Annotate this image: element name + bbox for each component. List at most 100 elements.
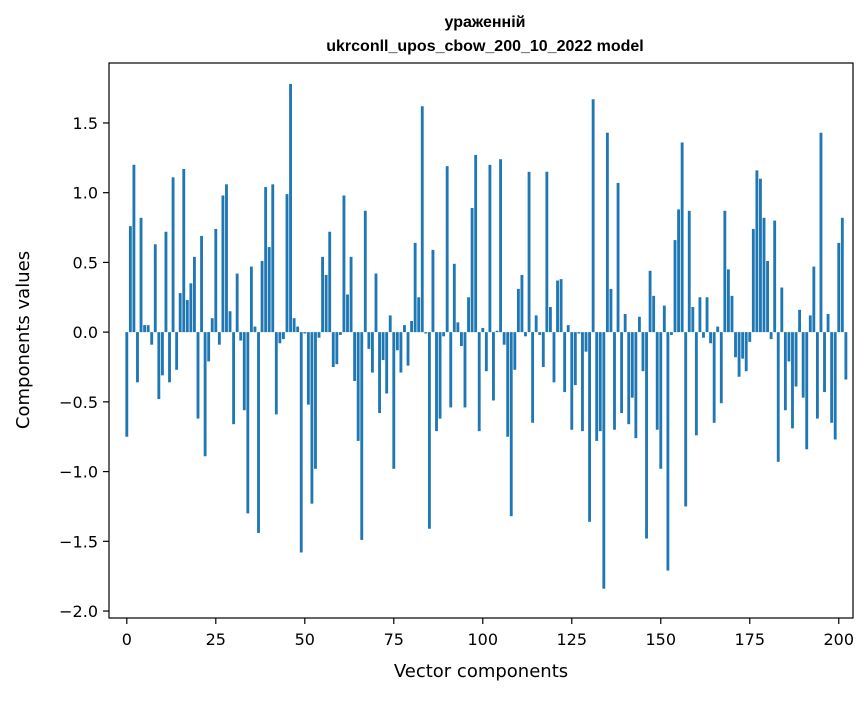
bar — [488, 164, 492, 333]
bar — [367, 332, 371, 349]
y-tick-label: 1.5 — [73, 114, 98, 133]
x-tick-label: 150 — [645, 630, 676, 649]
y-tick-label: 1.0 — [73, 184, 98, 203]
bar — [641, 332, 645, 372]
bar — [680, 142, 684, 333]
bar — [182, 168, 186, 333]
bar — [705, 297, 709, 333]
bar — [282, 332, 285, 340]
bar — [844, 332, 848, 380]
bar — [773, 220, 777, 333]
bar — [506, 332, 510, 437]
bar — [346, 294, 349, 333]
bar — [837, 242, 841, 333]
bar — [563, 332, 567, 393]
bar — [374, 273, 378, 333]
bar — [677, 209, 680, 333]
bar — [566, 325, 570, 333]
bar — [460, 332, 463, 347]
bar — [264, 187, 268, 333]
x-axis-ticks: 0 25 50 75 100 125 150 175 200 — [122, 618, 854, 649]
bar — [356, 332, 360, 441]
bar — [424, 332, 428, 334]
bar — [630, 332, 634, 398]
bar — [712, 332, 716, 423]
bar — [548, 307, 552, 333]
bar — [260, 261, 264, 333]
bar — [531, 332, 535, 423]
bar — [495, 330, 499, 333]
bar — [257, 332, 260, 533]
bar — [570, 332, 574, 430]
bar — [360, 332, 364, 540]
bar — [160, 332, 164, 376]
bar — [709, 332, 713, 344]
bar — [748, 332, 752, 342]
bar — [303, 332, 307, 334]
bar — [210, 318, 214, 333]
bar — [225, 184, 228, 333]
bar — [830, 332, 834, 423]
plot-frame — [108, 62, 854, 619]
bar — [577, 332, 581, 334]
bar — [338, 332, 342, 335]
bar — [776, 332, 780, 462]
bar — [719, 332, 723, 404]
bar — [684, 332, 688, 507]
bar — [492, 332, 495, 401]
bar — [410, 320, 414, 333]
bar — [734, 332, 737, 358]
bar — [381, 332, 385, 361]
bar — [520, 274, 524, 333]
x-axis-label: Vector components — [394, 661, 568, 682]
bar — [335, 332, 339, 365]
bar — [602, 332, 606, 589]
bar — [217, 332, 221, 345]
bar — [196, 332, 200, 419]
bar — [249, 266, 253, 333]
bar — [324, 274, 328, 333]
bar — [371, 332, 374, 373]
bar — [534, 315, 538, 333]
bar — [595, 332, 599, 441]
bar — [413, 242, 417, 333]
bar — [139, 217, 143, 333]
bar — [296, 326, 300, 333]
chart-subtitle: ukrconll_upos_cbow_200_10_2022 model — [326, 38, 643, 55]
bar — [652, 295, 656, 333]
bar — [452, 263, 456, 333]
bar — [694, 332, 698, 436]
bar — [474, 155, 478, 333]
bar — [723, 210, 727, 333]
bar — [406, 332, 410, 366]
bar — [499, 159, 503, 333]
bar — [242, 332, 246, 411]
bar — [392, 332, 396, 469]
bar — [221, 195, 225, 333]
bar — [833, 332, 837, 440]
bar — [467, 297, 470, 333]
bar — [744, 332, 748, 372]
bar — [716, 326, 720, 333]
bar — [627, 332, 631, 425]
y-tick-label: −0.5 — [59, 393, 98, 412]
x-tick-label: 25 — [206, 630, 226, 649]
bar — [267, 247, 271, 333]
bar — [385, 332, 389, 394]
bar — [737, 332, 741, 377]
bar — [164, 231, 168, 333]
bar — [321, 256, 325, 333]
bar — [605, 132, 609, 333]
bar — [584, 332, 588, 352]
bar — [826, 314, 830, 333]
bar — [808, 315, 812, 333]
bar — [588, 332, 591, 522]
bar — [306, 332, 310, 405]
bar — [538, 332, 542, 335]
bar — [648, 270, 652, 333]
bar — [289, 83, 292, 333]
bar — [787, 332, 791, 362]
bar — [136, 332, 139, 383]
bar — [228, 311, 232, 333]
